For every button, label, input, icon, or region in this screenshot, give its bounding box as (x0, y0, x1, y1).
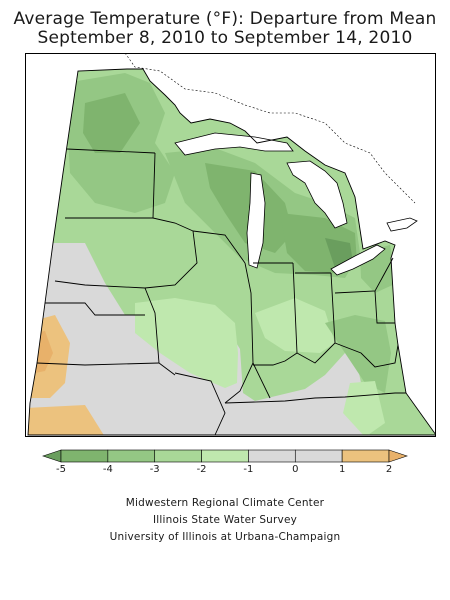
legend-swatch (248, 450, 295, 462)
legend-tick-label: -2 (192, 464, 212, 475)
credits: Midwestern Regional Climate Center Illin… (0, 495, 450, 546)
legend-tick-label: -1 (238, 464, 258, 475)
credit-line-2: Illinois State Water Survey (0, 512, 450, 529)
legend-swatch (61, 450, 108, 462)
map-date-range: September 8, 2010 to September 14, 2010 (0, 29, 450, 48)
color-legend: -5 -4 -3 -2 -1 0 1 2 (43, 450, 407, 482)
legend-swatch (295, 450, 342, 462)
legend-high-arrow (389, 450, 407, 462)
temperature-departure-map (25, 53, 436, 437)
credit-line-1: Midwestern Regional Climate Center (0, 495, 450, 512)
legend-tick-label: 1 (332, 464, 352, 475)
legend-tick-label: -4 (98, 464, 118, 475)
legend-swatch (155, 450, 202, 462)
legend-tick-label: -5 (51, 464, 71, 475)
map-title: Average Temperature (°F): Departure from… (0, 10, 450, 29)
legend-low-arrow (43, 450, 61, 462)
legend-tick-label: -3 (145, 464, 165, 475)
legend-tick-label: 2 (379, 464, 399, 475)
legend-tick-label: 0 (285, 464, 305, 475)
credit-line-3: University of Illinois at Urbana-Champai… (0, 529, 450, 546)
legend-swatch (342, 450, 389, 462)
legend-swatch (108, 450, 155, 462)
legend-swatch (202, 450, 249, 462)
